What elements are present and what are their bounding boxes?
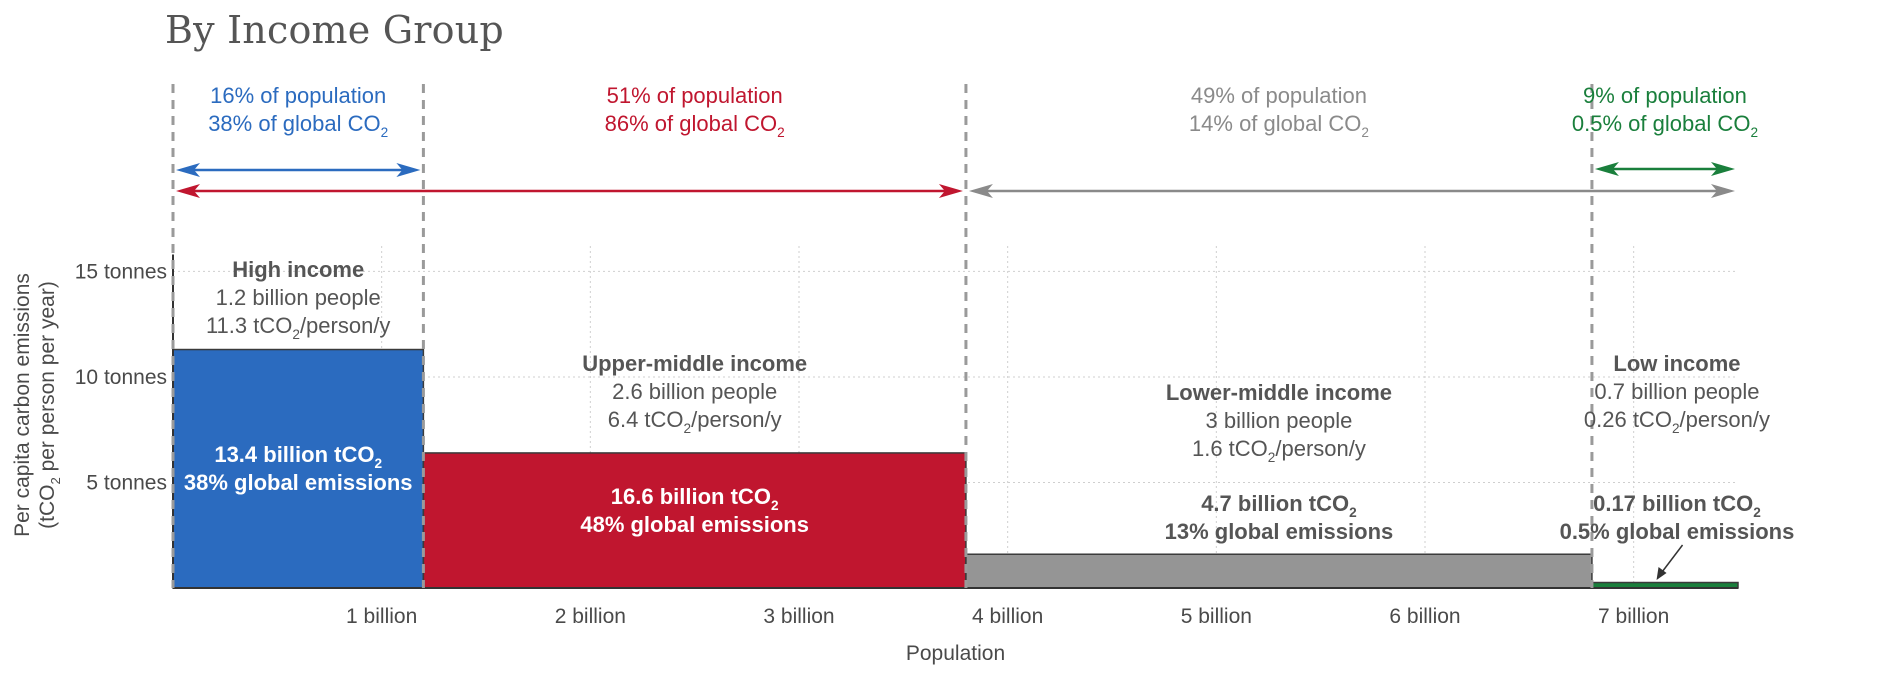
arrow-head-right [938,184,963,198]
group-people-label: 2.6 billion people [612,379,777,404]
group-name-label: Low income [1613,351,1740,376]
x-axis-title: Population [906,642,1005,665]
x-tick-label: 5 billion [1181,605,1252,628]
population-share-label: 51% of population [607,83,783,108]
group-rate-label: 0.26 tCO2/person/y [1584,407,1770,436]
x-tick-label: 1 billion [346,605,417,628]
co2-share-label: 38% of global CO2 [208,111,388,140]
bar-upper-middle-income [422,452,967,589]
group-total-label: 13.4 billion tCO2 [214,442,382,471]
y-tick-label: 5 tonnes [86,471,167,494]
group-share-label: 48% global emissions [580,512,809,537]
group-name-label: Lower-middle income [1166,380,1392,405]
x-tick-label: 3 billion [763,605,834,628]
group-rate-label: 11.3 tCO2/person/y [206,313,391,342]
group-share-label: 38% global emissions [184,470,413,495]
group-total-label: 0.17 billion tCO2 [1593,491,1761,520]
group-people-label: 0.7 billion people [1594,379,1759,404]
population-share-label: 9% of population [1583,83,1747,108]
arrow-head-right [396,163,421,177]
y-axis-subtitle: (tCO2 per person per year) [36,281,63,529]
co2-share-label: 86% of global CO2 [605,111,785,140]
low-income-pointer-head [1656,567,1667,580]
group-share-label: 13% global emissions [1165,519,1394,544]
population-share-label: 16% of population [210,83,386,108]
group-people-label: 3 billion people [1206,408,1353,433]
x-tick-label: 4 billion [972,605,1043,628]
group-rate-label: 6.4 tCO2/person/y [608,407,782,436]
x-tick-label: 7 billion [1598,605,1669,628]
group-total-label: 4.7 billion tCO2 [1201,491,1357,520]
group-people-label: 1.2 billion people [216,285,381,310]
co2-share-label: 0.5% of global CO2 [1572,111,1758,140]
x-tick-label: 6 billion [1389,605,1460,628]
low-income-pointer [1659,544,1684,575]
group-name-label: High income [232,257,364,282]
group-total-label: 16.6 billion tCO2 [611,484,779,513]
chart-title: By Income Group [165,8,504,52]
arrow-head-left [968,184,993,198]
group-share-label: 0.5% global emissions [1560,519,1795,544]
x-tick-label: 2 billion [555,605,626,628]
bar-high-income [172,348,425,589]
population-share-label: 49% of population [1191,83,1367,108]
y-axis-title: Per capita carbon emissions [11,273,34,537]
arrow-head-right [1711,184,1735,198]
bar-lower-middle-income [965,553,1593,589]
arrow-head-right [1711,162,1735,176]
y-tick-label: 10 tonnes [75,366,167,389]
y-tick-label: 15 tonnes [75,260,167,283]
arrow-head-left [176,184,200,198]
group-rate-label: 1.6 tCO2/person/y [1192,436,1366,465]
arrow-head-left [176,163,200,177]
group-name-label: Upper-middle income [582,351,807,376]
arrow-head-left [1594,162,1619,176]
co2-share-label: 14% of global CO2 [1189,111,1369,140]
